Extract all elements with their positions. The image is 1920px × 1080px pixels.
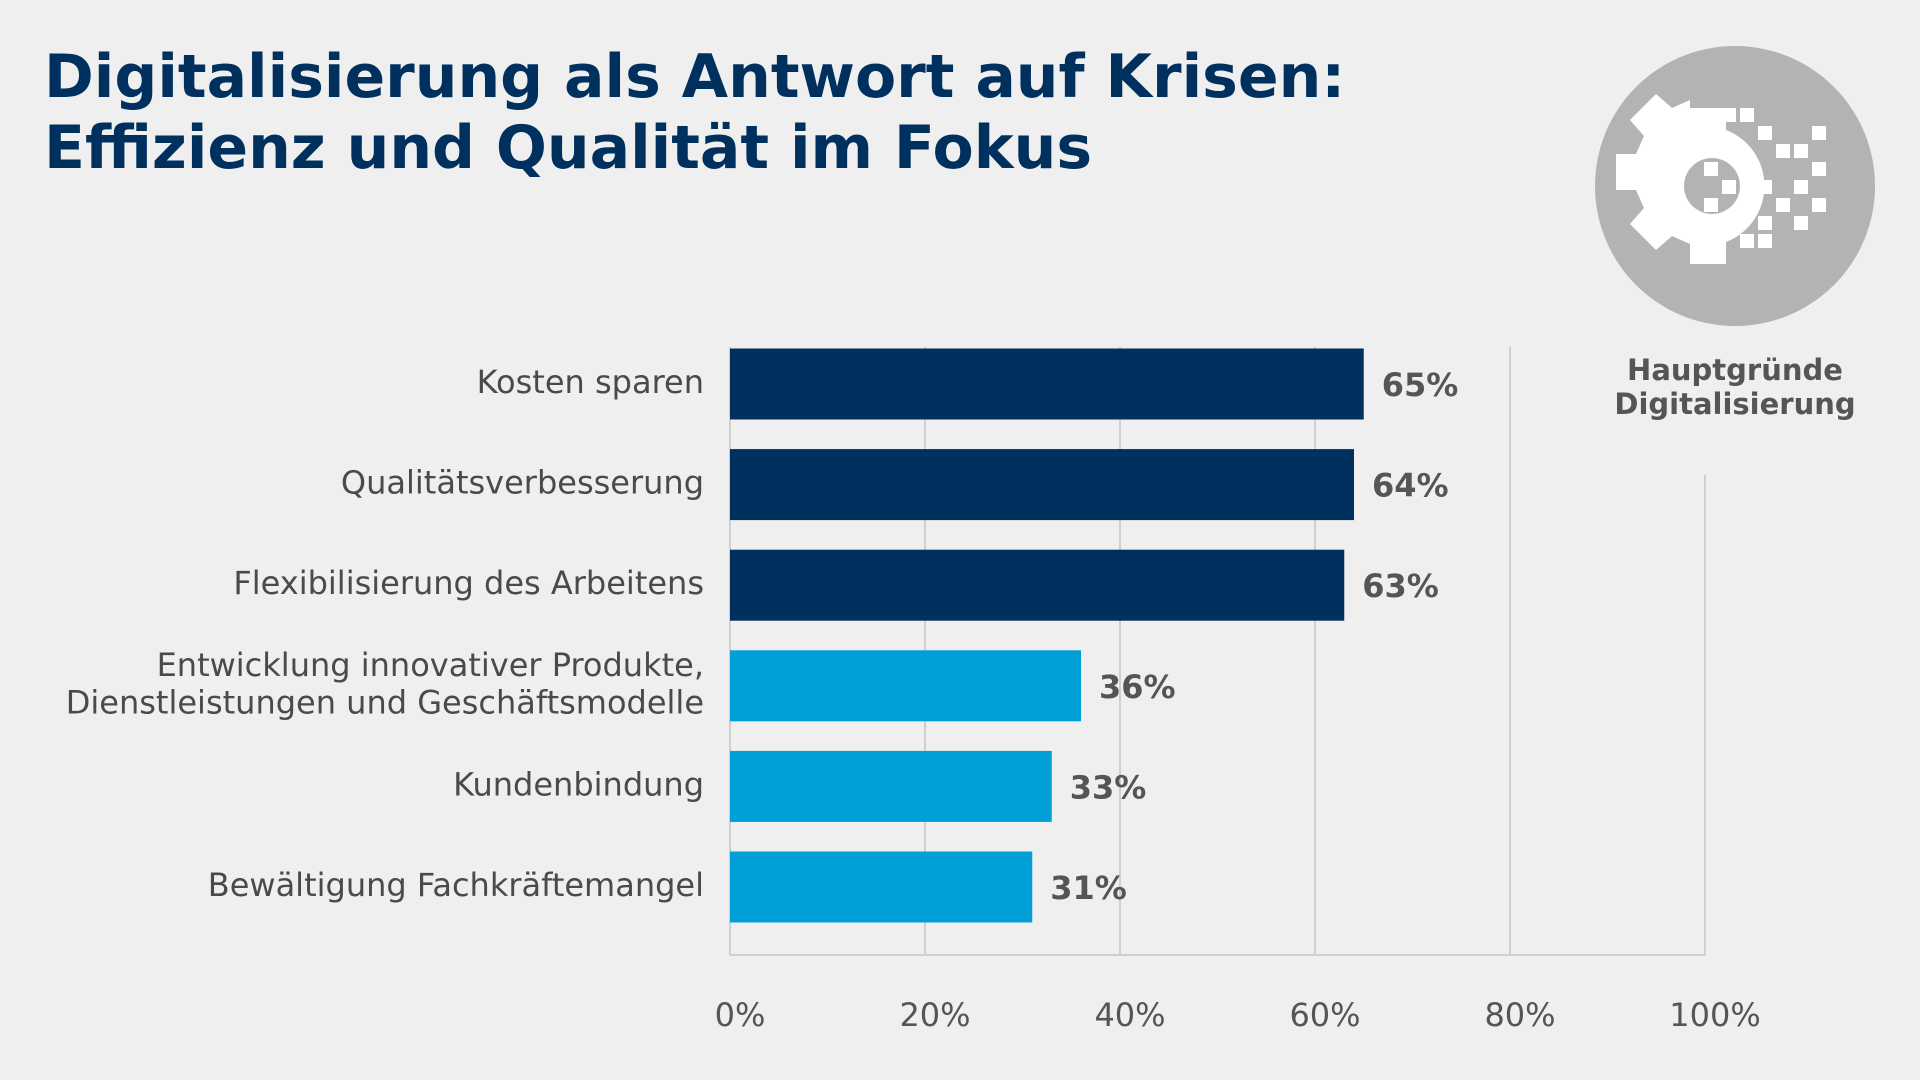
bar — [730, 851, 1033, 923]
bar — [730, 449, 1354, 521]
y-tick-label: Bewältigung Fachkräftemangel — [208, 866, 704, 904]
x-tick-label: 60% — [1289, 996, 1360, 1034]
y-tick-label: Qualitätsverbesserung — [341, 464, 704, 502]
value-label: 63% — [1362, 567, 1439, 605]
icon — [1595, 46, 1875, 326]
value-label: 36% — [1099, 668, 1176, 706]
value-label: 64% — [1372, 467, 1449, 505]
y-tick-label: Kosten sparen — [477, 363, 704, 401]
value-label: 65% — [1382, 366, 1459, 404]
x-tick-label: 20% — [899, 996, 970, 1034]
annotation: Hauptgründe Digitalisierung — [1614, 353, 1855, 421]
x-tick-label: 40% — [1094, 996, 1165, 1034]
x-tick-label: 0% — [715, 996, 766, 1034]
y-tick-label: Flexibilisierung des Arbeitens — [233, 564, 704, 602]
x-tick-label: 80% — [1484, 996, 1555, 1034]
value-label: 33% — [1070, 768, 1147, 806]
value-label: 31% — [1050, 869, 1127, 907]
x-tick-label: 100% — [1669, 996, 1760, 1034]
bar — [730, 650, 1081, 722]
chart-title: Digitalisierung als Antwort auf Krisen: E… — [44, 42, 1345, 183]
y-tick-label: Kundenbindung — [453, 765, 704, 803]
bar — [730, 549, 1345, 621]
bar — [730, 750, 1052, 822]
bar — [730, 348, 1364, 420]
y-tick-label: Entwicklung innovativer Produkte, Dienstl… — [66, 646, 704, 722]
